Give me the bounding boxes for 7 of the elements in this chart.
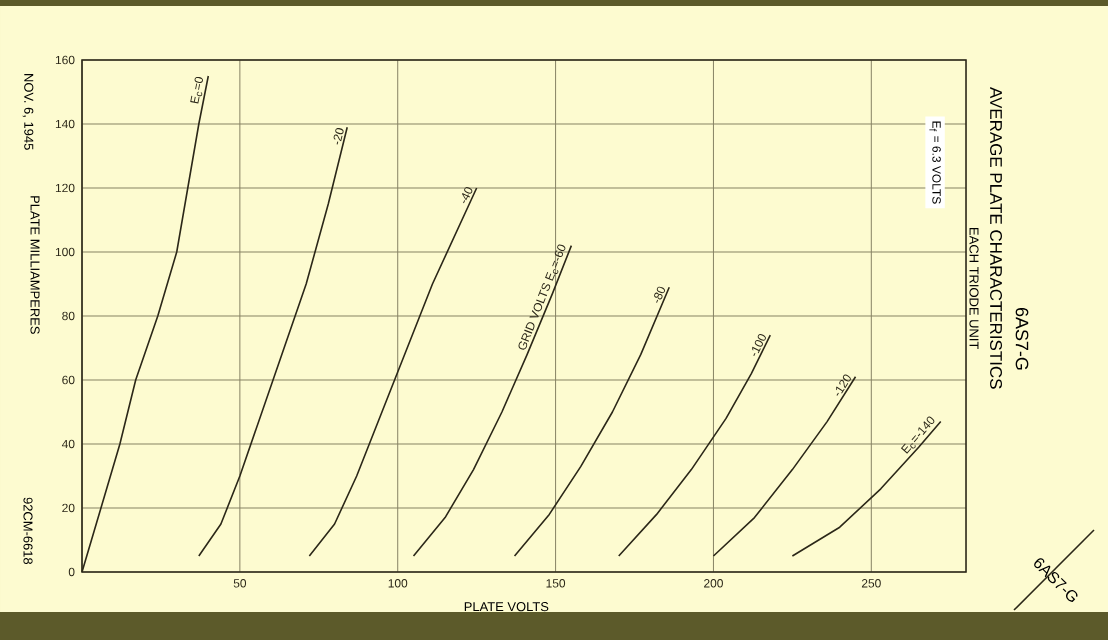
text: AVERAGE PLATE CHARACTERISTICS — [990, 87, 1002, 389]
line-series — [791, 420, 942, 557]
line-series — [513, 286, 671, 557]
line-series — [617, 334, 772, 557]
line-series — [412, 244, 573, 557]
text: 6AS7-G — [1015, 307, 1029, 370]
line-series — [712, 376, 857, 557]
